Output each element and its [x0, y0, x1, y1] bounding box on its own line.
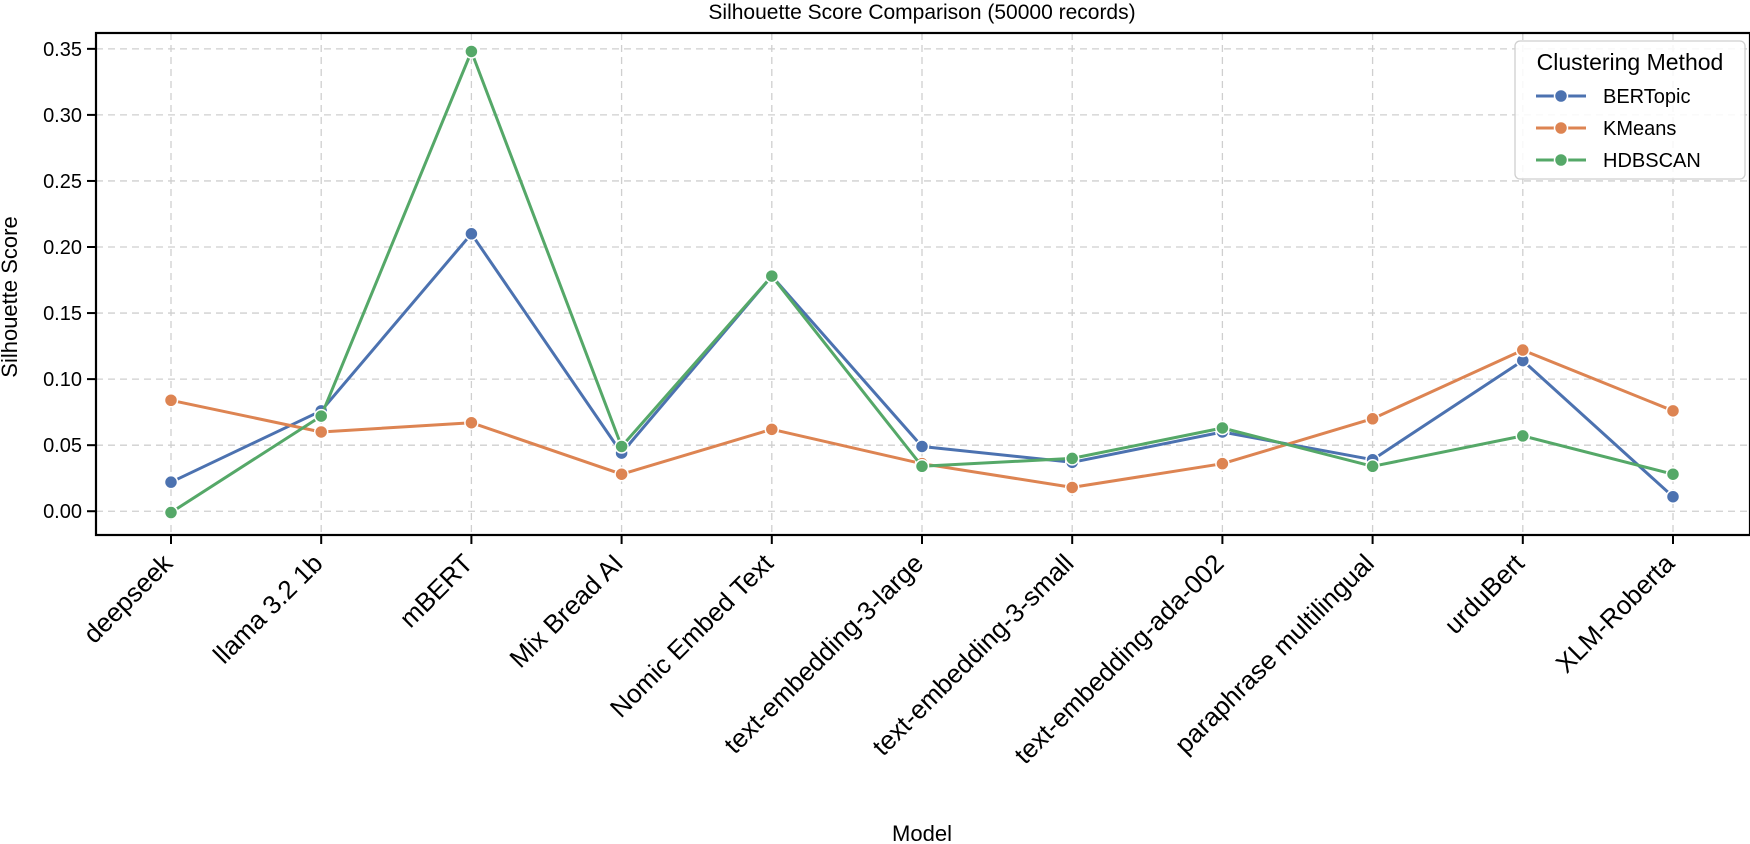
y-tick-label: 0.35: [43, 39, 82, 61]
data-point-hdbscan: [163, 505, 179, 520]
y-tick-label: 0.15: [43, 303, 82, 325]
x-tick-label: llama 3.2 1b: [207, 548, 328, 669]
data-point-hdbscan: [764, 268, 780, 284]
series-hdbscan: [163, 44, 1681, 520]
data-point-hdbscan: [313, 408, 329, 424]
x-tick-label: mBERT: [393, 548, 478, 633]
data-point-hdbscan: [914, 459, 930, 474]
y-axis-label: Silhouette Score: [0, 216, 22, 377]
series-lines: [163, 44, 1681, 520]
data-point-kmeans: [1365, 411, 1380, 426]
chart-title: Silhouette Score Comparison (50000 recor…: [708, 1, 1135, 24]
x-tick-label: XLM-Roberta: [1550, 548, 1681, 679]
x-tick-label: Mix Bread AI: [503, 548, 628, 673]
legend-marker: [1553, 88, 1569, 104]
data-point-kmeans: [614, 466, 629, 482]
data-point-bertopic: [914, 439, 930, 454]
data-point-kmeans: [1665, 403, 1681, 419]
axes: 0.00 0.05 0.10 0.15 0.20 0.25 0.30 0.35 deepseek…: [43, 39, 1681, 770]
legend-entry-kmeans: KMeans: [1536, 118, 1676, 140]
x-tick-label: Nomic Embed Text: [604, 547, 780, 723]
legend-label: HDBSCAN: [1603, 150, 1701, 172]
x-tick-label: urduBert: [1438, 547, 1530, 639]
data-point-hdbscan: [1215, 420, 1230, 436]
data-point-bertopic: [1665, 489, 1681, 504]
y-tick-label: 0.20: [43, 237, 82, 259]
data-point-kmeans: [464, 415, 479, 430]
data-point-hdbscan: [464, 44, 479, 59]
y-tick-label: 0.00: [43, 501, 82, 523]
x-axis-label: Model: [892, 821, 952, 844]
y-tick-label: 0.25: [43, 171, 82, 193]
legend-label: BERTopic: [1603, 86, 1690, 108]
data-point-bertopic: [464, 226, 479, 242]
legend-label: KMeans: [1603, 118, 1676, 140]
legend-marker: [1553, 120, 1569, 136]
y-tick-label: 0.05: [43, 435, 82, 457]
legend-entry-bertopic: BERTopic: [1536, 86, 1690, 108]
x-tick-label: deepseek: [77, 547, 179, 649]
data-point-kmeans: [764, 422, 780, 437]
data-point-hdbscan: [1665, 466, 1681, 482]
legend-marker: [1553, 152, 1569, 168]
data-point-kmeans: [1064, 480, 1080, 495]
data-point-hdbscan: [1515, 428, 1531, 444]
legend: Clustering Method BERTopic KMeans HDBSCAN: [1514, 40, 1746, 180]
legend-title: Clustering Method: [1537, 49, 1724, 75]
legend-box: [1514, 40, 1746, 180]
data-point-hdbscan: [614, 439, 629, 454]
data-point-kmeans: [313, 424, 329, 440]
data-point-kmeans: [1215, 456, 1230, 471]
data-point-hdbscan: [1365, 459, 1380, 474]
legend-entries: BERTopic KMeans HDBSCAN: [1536, 86, 1701, 172]
data-point-bertopic: [163, 474, 179, 490]
data-point-kmeans: [1515, 342, 1531, 358]
y-tick-label: 0.30: [43, 105, 82, 127]
y-tick-label: 0.10: [43, 369, 82, 391]
data-point-hdbscan: [1064, 451, 1080, 466]
legend-entry-hdbscan: HDBSCAN: [1536, 150, 1701, 172]
data-point-kmeans: [163, 393, 179, 408]
